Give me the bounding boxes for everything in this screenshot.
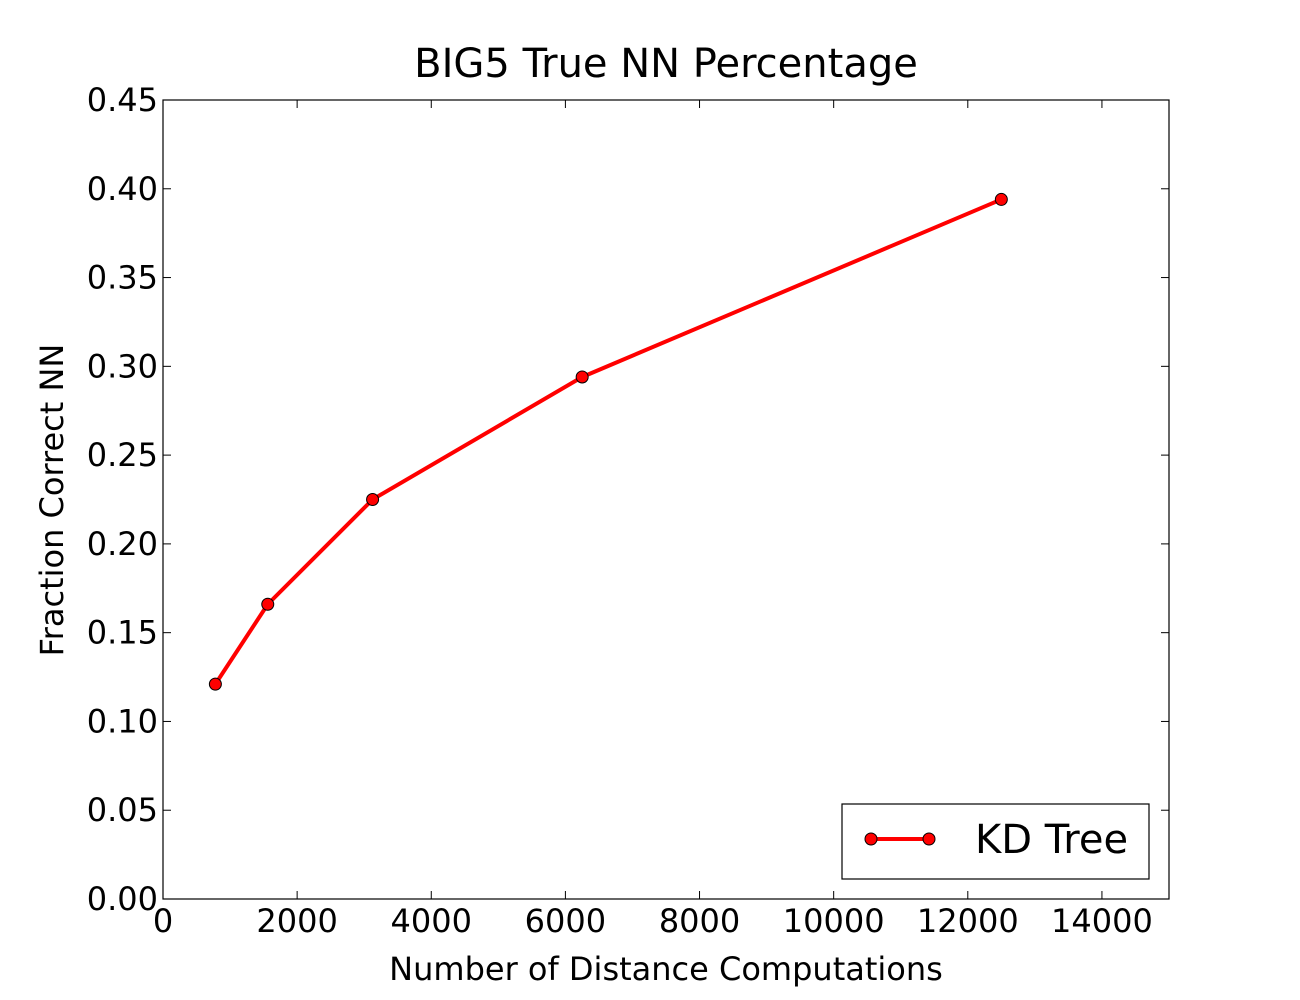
x-tick-label: 6000 xyxy=(525,902,606,940)
y-tick-label: 0.25 xyxy=(87,436,158,474)
y-tick-label: 0.40 xyxy=(87,170,158,208)
x-tick-label: 0 xyxy=(153,902,173,940)
y-tick-label: 0.20 xyxy=(87,525,158,563)
series-line-kd-tree xyxy=(213,197,1003,686)
y-axis-ticks: 0.00 0.05 0.10 0.15 0.20 0.25 0.30 0.35 0.40 0.45 xyxy=(87,81,1169,918)
legend: KD Tree xyxy=(841,803,1150,880)
data-point xyxy=(208,677,222,691)
legend-marker-right xyxy=(922,832,936,846)
x-tick-label: 8000 xyxy=(659,902,740,940)
data-point xyxy=(366,493,380,506)
y-axis-label: Fraction Correct NN xyxy=(33,344,71,657)
y-tick-label: 0.30 xyxy=(87,347,158,385)
y-tick-label: 0.35 xyxy=(87,259,158,297)
y-tick-label: 0.45 xyxy=(87,81,158,119)
y-tick-label: 0.05 xyxy=(87,791,158,829)
legend-frame xyxy=(841,803,1150,880)
plot-area xyxy=(162,99,1170,900)
data-point xyxy=(994,192,1008,206)
x-tick-label: 10000 xyxy=(783,902,885,940)
legend-marker-left xyxy=(864,832,878,846)
series-layer xyxy=(208,192,1008,691)
plot-frame xyxy=(162,99,1170,900)
data-point xyxy=(261,597,275,611)
y-tick-label: 0.10 xyxy=(87,702,158,740)
x-tick-label: 4000 xyxy=(391,902,472,940)
x-tick-label: 12000 xyxy=(917,902,1019,940)
y-tick-label: 0.15 xyxy=(87,614,158,652)
chart-title: BIG5 True NN Percentage xyxy=(414,41,918,87)
y-tick-label: 0.00 xyxy=(87,880,158,918)
x-axis-ticks: 0 2000 4000 6000 8000 10000 12000 14000 xyxy=(153,100,1153,940)
x-axis-label: Number of Distance Computations xyxy=(389,950,943,988)
legend-label-kd-tree: KD Tree xyxy=(975,817,1128,863)
data-point xyxy=(575,370,589,384)
x-tick-label: 14000 xyxy=(1051,902,1153,940)
x-tick-label: 2000 xyxy=(256,902,337,940)
